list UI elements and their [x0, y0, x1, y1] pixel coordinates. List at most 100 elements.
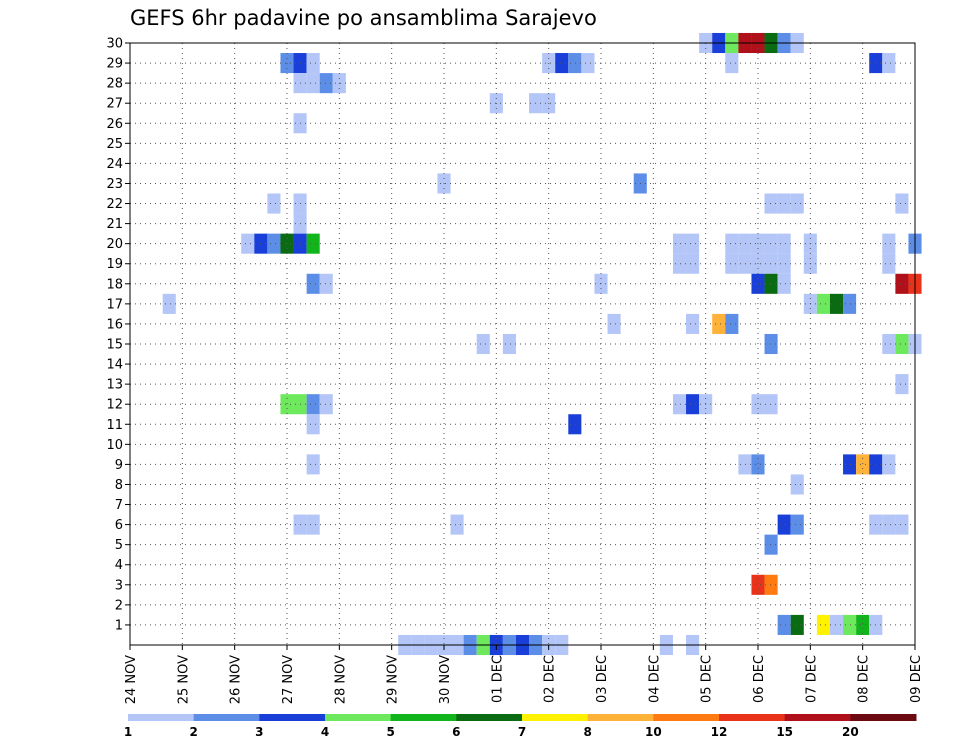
heatmap-cell — [777, 253, 791, 274]
heatmap-cell — [829, 614, 844, 635]
heatmap-cell — [476, 333, 490, 355]
heatmap-cell — [738, 253, 752, 274]
heatmap-cell — [777, 514, 791, 535]
y-tick-label: 28 — [106, 77, 123, 92]
legend-label: 2 — [189, 725, 197, 739]
heatmap-cell — [751, 394, 765, 415]
heatmap-cell — [882, 233, 896, 254]
heatmap-cell — [686, 233, 700, 254]
y-tick-label: 20 — [106, 237, 123, 252]
heatmap-cell — [843, 293, 857, 314]
legend-label: 15 — [776, 725, 793, 739]
heatmap-cell — [319, 394, 333, 415]
heatmap-cell — [267, 193, 281, 214]
heatmap-cell — [882, 253, 896, 274]
heatmap-cell — [267, 233, 281, 254]
y-tick-label: 10 — [106, 438, 123, 453]
x-tick-label: 05 DEC — [700, 655, 715, 703]
y-tick-label: 4 — [115, 558, 123, 573]
heatmap-cell — [764, 253, 778, 274]
heatmap-cell — [882, 514, 896, 535]
grid-layer — [130, 42, 915, 645]
x-tick-label: 07 DEC — [804, 655, 819, 703]
x-tick-label: 25 NOV — [176, 655, 191, 704]
heatmap-cell — [856, 614, 870, 635]
y-tick-label: 2 — [115, 598, 123, 613]
y-tick-label: 7 — [115, 498, 123, 513]
y-tick-label: 21 — [106, 217, 123, 232]
y-tick-label: 9 — [115, 458, 123, 473]
heatmap-cell — [816, 614, 830, 635]
heatmap-cell — [306, 454, 320, 475]
x-tick-label: 30 NOV — [438, 655, 453, 704]
heatmap-cell — [162, 293, 176, 314]
heatmap-cell — [725, 53, 739, 74]
y-tick-label: 14 — [106, 358, 123, 373]
legend-swatch — [259, 714, 326, 721]
heatmap-cell — [581, 53, 595, 74]
heatmap-cell — [882, 333, 896, 355]
legend-label: 6 — [452, 725, 460, 739]
legend-label: 12 — [711, 725, 728, 739]
heatmap-cell — [725, 233, 739, 254]
legend-label: 10 — [645, 725, 662, 739]
heatmap-cell — [686, 394, 700, 415]
heatmap-cell — [738, 454, 752, 475]
heatmap-cell — [306, 53, 320, 74]
heatmap-cell — [777, 193, 791, 214]
heatmap-cell — [502, 333, 516, 355]
y-tick-label: 17 — [106, 297, 123, 312]
x-tick-label: 09 DEC — [909, 655, 924, 703]
legend-swatch — [784, 714, 851, 721]
x-tick-label: 04 DEC — [647, 655, 662, 703]
heatmap-cell — [607, 313, 621, 334]
heatmap-cell — [895, 333, 909, 355]
heatmap-cell — [764, 233, 778, 254]
heatmap-cell — [777, 614, 791, 635]
heatmap-cell — [882, 53, 896, 74]
heatmap-cell — [672, 253, 687, 274]
y-tick-label: 5 — [115, 538, 123, 553]
heatmap-cell — [764, 394, 778, 415]
heatmap-cell — [672, 394, 687, 415]
y-tick-label: 3 — [115, 578, 123, 593]
y-tick-label: 27 — [106, 97, 123, 112]
y-tick-label: 11 — [106, 418, 123, 433]
heatmap-cell — [686, 313, 700, 334]
heatmap-cell — [306, 514, 320, 535]
y-tick-label: 25 — [106, 137, 123, 152]
x-tick-label: 27 NOV — [281, 655, 296, 704]
legend-label: 5 — [386, 725, 394, 739]
x-tick-label: 08 DEC — [857, 655, 872, 703]
y-tick-label: 29 — [106, 57, 123, 72]
heatmap-cell — [843, 454, 857, 475]
heatmap-cell — [738, 233, 752, 254]
heatmap-cell — [450, 514, 464, 535]
heatmap-cell — [672, 233, 687, 254]
legend-label: 20 — [842, 725, 859, 739]
heatmap-cell — [790, 514, 804, 535]
heatmap-cell — [895, 514, 909, 535]
legend-swatch — [193, 714, 260, 721]
legend-swatch — [456, 714, 523, 721]
plot-frame — [129, 42, 916, 646]
y-tick-label: 22 — [106, 197, 123, 212]
legend-label: 4 — [321, 725, 329, 739]
x-tick-label: 01 DEC — [490, 655, 505, 703]
legend-swatch — [653, 714, 720, 721]
x-tick-label: 28 NOV — [333, 655, 348, 704]
heatmap-cell — [843, 614, 857, 635]
heatmap-cell — [306, 273, 320, 294]
legend-swatch — [522, 714, 589, 721]
y-axis: 1234567891011121314151617181920212223242… — [106, 37, 130, 633]
y-tick-label: 12 — [106, 398, 123, 413]
heatmap-cell — [319, 273, 333, 294]
heatmap-cell — [751, 574, 765, 595]
heatmap-cell — [895, 374, 909, 395]
y-tick-label: 18 — [106, 277, 123, 292]
legend-swatch — [128, 714, 195, 721]
y-tick-label: 24 — [106, 157, 123, 172]
x-tick-label: 02 DEC — [543, 655, 558, 703]
heatmap-cell — [764, 273, 778, 294]
